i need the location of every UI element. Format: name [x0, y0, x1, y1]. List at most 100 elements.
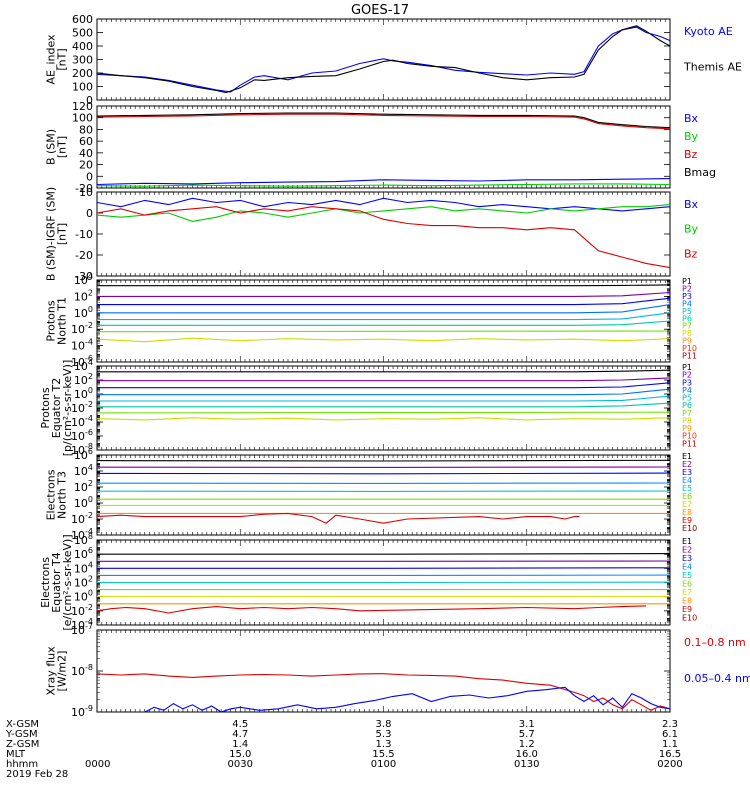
y-tick-label: 100: [72, 81, 93, 94]
y-tick-label: 108: [74, 532, 93, 547]
y-axis-label: Protons: [39, 387, 52, 428]
series-line-kyoto-ae: [97, 26, 670, 93]
legend-p8: P8: [682, 416, 692, 425]
y-tick-label: 300: [72, 54, 93, 67]
series-line-p2: [97, 291, 670, 297]
y-axis-label: North T1: [56, 297, 69, 345]
series-line-p7: [97, 411, 670, 414]
legend-e7: E7: [682, 500, 692, 509]
series-group: [97, 197, 670, 269]
y-axis-label: B (SM)-IGRF (SM): [45, 187, 58, 281]
legend-p1: P1: [682, 277, 692, 286]
x-axis-row-label: hhmm: [6, 759, 38, 770]
legend-themis-ae: Themis AE: [683, 61, 742, 74]
series-line-p7: [97, 330, 670, 333]
panel-frame: [96, 18, 671, 101]
x-axis-row-label: 2019 Feb 28: [6, 769, 68, 780]
y-tick-exponent: 4: [88, 463, 93, 472]
x-axis-value: 2.3: [662, 719, 678, 730]
x-axis-row-label: MLT: [6, 749, 26, 760]
y-axis-label: [nT]: [56, 136, 69, 158]
legend-p9: P9: [682, 337, 692, 346]
series-line-p5: [97, 312, 670, 321]
y-tick-label: 106: [74, 546, 93, 561]
y-tick-label: 102: [74, 479, 93, 494]
legend-p6: P6: [682, 401, 692, 410]
legend-e5: E5: [682, 571, 692, 580]
x-axis-value: 1.1: [662, 739, 678, 750]
series-line-bz: [97, 206, 670, 269]
series-line-e3: [97, 472, 670, 475]
y-axis-label: Equator T2: [50, 378, 63, 438]
y-tick-exponent: 0: [88, 589, 93, 598]
y-tick-label: 10-9: [71, 704, 93, 719]
series-group: [97, 369, 670, 421]
y-tick-exponent: -4: [85, 414, 93, 423]
y-tick-exponent: -9: [85, 704, 93, 713]
panel-frame: [96, 365, 671, 451]
legend-p8: P8: [682, 329, 692, 338]
y-tick-label: 104: [74, 463, 93, 478]
y-tick-label: 104: [74, 560, 93, 575]
y-tick-exponent: 0: [88, 305, 93, 314]
y-tick-exponent: -6: [85, 428, 93, 437]
y-axis-label: B (SM): [45, 129, 58, 165]
x-axis-value: 0030: [228, 759, 253, 770]
y-tick-label: 102: [74, 372, 93, 387]
y-tick-label: 10-2: [71, 511, 93, 526]
legend-e10: E10: [682, 614, 697, 623]
legend-e2: E2: [682, 460, 692, 469]
panel-frame: [96, 191, 671, 277]
y-tick-label: 400: [72, 40, 93, 53]
series-line-by: [97, 204, 670, 222]
y-axis-label: [p/(cm²-s-sr-keV)]: [61, 360, 74, 457]
series-line-p5: [97, 395, 670, 402]
panel-bigrf: -30 -20 -10 0 10 B (SM)-IGRF (SM)[nT] Bx By Bz: [45, 186, 699, 283]
legend-p10: P10: [682, 344, 697, 353]
y-tick-exponent: 4: [88, 358, 93, 367]
legend-e3: E3: [682, 468, 692, 477]
y-tick-exponent: 8: [88, 532, 93, 541]
y-tick-label: 106: [74, 447, 93, 462]
legend-p9: P9: [682, 424, 692, 433]
y-tick-label: 500: [72, 27, 93, 40]
y-tick-label: 100: [72, 112, 93, 125]
series-line-bx: [97, 197, 670, 212]
y-tick-label: 600: [72, 13, 93, 26]
series-line-e1: [97, 553, 670, 555]
y-tick-label: 20: [79, 159, 93, 172]
x-axis-value: 6.1: [662, 729, 678, 740]
y-tick-exponent: -4: [85, 617, 93, 626]
y-tick-exponent: -2: [85, 400, 93, 409]
x-axis-value: 0000: [85, 759, 110, 770]
legend-bz: Bz: [684, 247, 698, 260]
chart-title: GOES-17: [351, 3, 409, 18]
y-tick-exponent: 2: [88, 372, 93, 381]
legend-e8: E8: [682, 597, 692, 606]
panel-eequator: 10-410-2100102104106108ElectronsEquator …: [39, 532, 697, 632]
legend-p2: P2: [682, 284, 692, 293]
legend-bmag: Bmag: [684, 166, 716, 179]
y-tick-label: 80: [79, 123, 93, 136]
x-axis-row-label: X-GSM: [6, 719, 39, 730]
y-tick-label: 10: [79, 186, 93, 199]
legend-p7: P7: [682, 322, 692, 331]
x-axis-value: 3.1: [519, 719, 535, 730]
x-axis-value: 15.0: [229, 749, 251, 760]
legend-e4: E4: [682, 476, 692, 485]
y-tick-label: 10-2: [71, 603, 93, 618]
legend-e4: E4: [682, 563, 692, 572]
x-axis-value: 5.3: [376, 729, 392, 740]
legend-e1: E1: [682, 452, 692, 461]
series-line-e9: [97, 512, 580, 524]
series-line-bx: [97, 178, 670, 186]
legend-e6: E6: [682, 580, 692, 589]
y-tick-exponent: -4: [85, 527, 93, 536]
series-group: [97, 553, 670, 614]
panel-xray: 10-9 10-8 10-7 Xray flux[W/m2] 0.1–0.8 nm 0.0…: [45, 622, 750, 719]
y-axis-label: Equator T4: [50, 552, 63, 612]
legend-e9: E9: [682, 516, 692, 525]
panel-frame: [96, 105, 671, 189]
